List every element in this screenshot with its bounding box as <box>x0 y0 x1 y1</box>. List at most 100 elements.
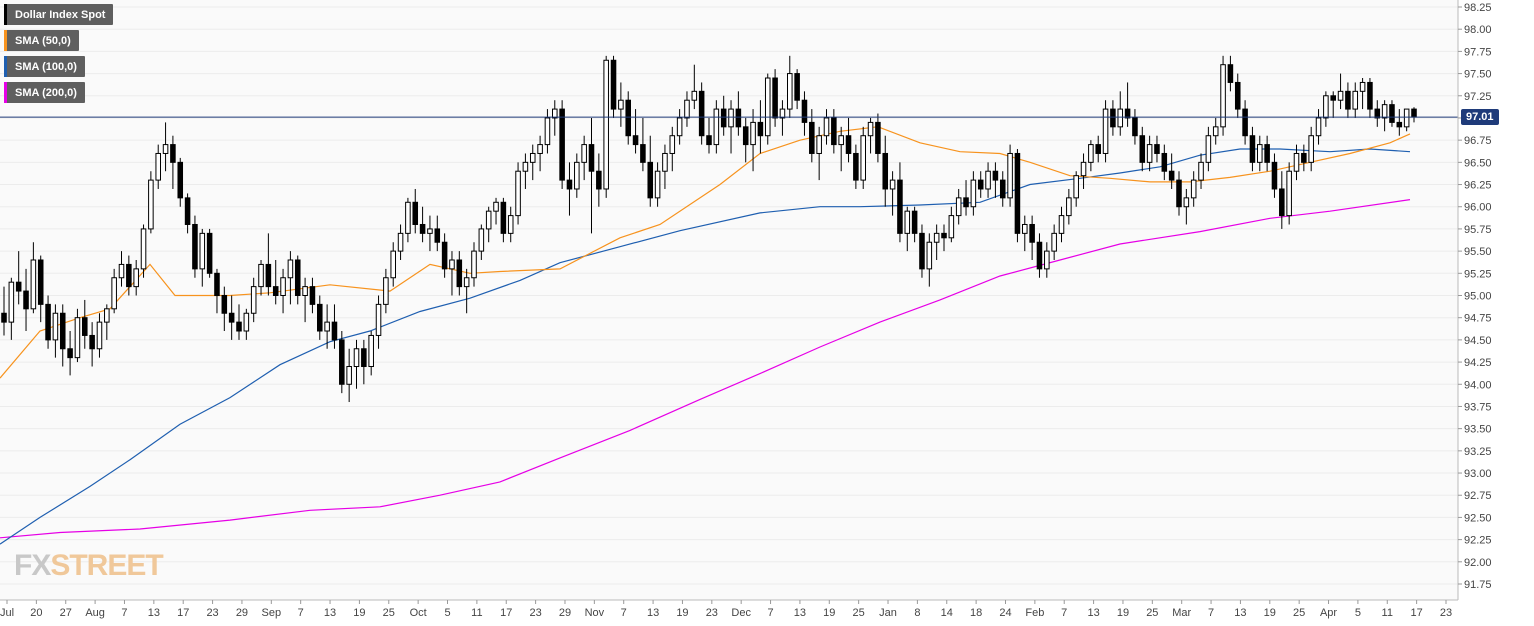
y-tick-label: 97.50 <box>1464 69 1492 81</box>
candle-body-down <box>1271 161 1278 190</box>
candle <box>221 286 228 332</box>
candle <box>809 109 815 163</box>
y-tick-label: 94.50 <box>1464 335 1492 347</box>
candle-body-down <box>706 135 712 146</box>
candle-body-up <box>118 263 125 279</box>
x-tick-label: 24 <box>999 607 1011 619</box>
x-tick-label: 7 <box>298 607 304 619</box>
candle <box>647 135 654 207</box>
x-tick-label: 20 <box>30 607 42 619</box>
candle <box>463 268 470 314</box>
candle <box>529 144 536 181</box>
candle <box>603 55 609 198</box>
candle <box>1381 100 1388 132</box>
candle-body-down <box>1301 152 1307 163</box>
candle <box>192 215 198 278</box>
candle-body-up <box>1044 250 1050 270</box>
candle-body-up <box>728 108 734 128</box>
candle <box>287 251 294 305</box>
candle <box>845 117 852 163</box>
candle <box>1095 135 1101 163</box>
candle <box>970 171 977 216</box>
candle-body-down <box>23 290 29 310</box>
x-tick-label: 19 <box>353 607 365 619</box>
candle <box>1271 153 1278 198</box>
candle-body-up <box>427 228 433 234</box>
y-tick-label: 96.00 <box>1464 202 1492 214</box>
candle <box>383 268 389 314</box>
candle <box>750 109 756 172</box>
candle-body-down <box>272 286 279 296</box>
candle <box>30 242 37 314</box>
candle-body-up <box>574 161 580 190</box>
candle-body-up <box>779 108 786 119</box>
x-tick-label: 25 <box>1146 607 1158 619</box>
candle-body-up <box>324 321 330 332</box>
candle-body-down <box>831 117 837 146</box>
candle-body-up <box>904 210 911 234</box>
candle <box>1279 171 1285 229</box>
candle-body-down <box>647 161 654 199</box>
candle <box>412 188 419 234</box>
candle-body-down <box>1389 104 1395 123</box>
plot-background <box>0 0 1458 600</box>
candle-body-up <box>654 170 661 199</box>
candle-body-down <box>1249 135 1256 163</box>
y-tick-label: 94.25 <box>1464 357 1492 369</box>
candle <box>625 91 631 145</box>
candle-body-down <box>720 108 727 128</box>
x-tick-label: 7 <box>1208 607 1214 619</box>
candle-body-up <box>1286 170 1292 217</box>
x-tick-label: 23 <box>1440 607 1452 619</box>
candle-body-down <box>794 73 800 101</box>
x-tick-label: 19 <box>676 607 688 619</box>
candle <box>1286 162 1292 225</box>
candle <box>566 162 573 216</box>
candle <box>1190 171 1197 207</box>
candle <box>1330 91 1336 118</box>
candle <box>720 95 727 136</box>
candle-body-down <box>640 144 646 163</box>
candle <box>713 100 720 154</box>
y-tick-label: 94.00 <box>1464 379 1492 391</box>
candle-body-down <box>45 303 51 341</box>
y-tick-label: 93.75 <box>1464 401 1492 413</box>
candle <box>897 162 903 243</box>
candle-body-up <box>1102 108 1109 154</box>
candle <box>214 268 220 314</box>
candle-body-up <box>375 303 382 336</box>
candle <box>177 157 184 207</box>
candle <box>640 117 646 172</box>
candle <box>1212 117 1219 145</box>
candle <box>706 117 712 154</box>
candle-body-up <box>30 259 37 310</box>
sma-200-line <box>0 199 1411 539</box>
candle-body-up <box>8 281 15 323</box>
candle <box>1014 149 1021 243</box>
x-tick-label: 5 <box>1355 607 1361 619</box>
candle <box>1242 100 1248 145</box>
legend-item-sma-200[interactable]: SMA (200,0) <box>4 82 85 103</box>
legend-swatch <box>4 56 7 77</box>
candle <box>1029 215 1035 260</box>
candle-body-up <box>199 232 206 270</box>
candle <box>676 109 683 145</box>
candle-body-up <box>552 108 558 119</box>
y-tick-label: 95.00 <box>1464 291 1492 303</box>
candle <box>963 180 969 216</box>
legend-item-sma-50[interactable]: SMA (50,0) <box>4 30 79 51</box>
candle-body-up <box>1007 152 1013 199</box>
candle-body-up <box>1257 144 1263 163</box>
candle <box>977 171 984 198</box>
candle-body-down <box>309 286 316 305</box>
candle-body-up <box>581 144 587 163</box>
candle-body-down <box>1110 108 1116 128</box>
legend-item-dollar-index[interactable]: Dollar Index Spot <box>4 4 114 25</box>
y-tick-label: 95.75 <box>1464 224 1492 236</box>
candle <box>1 286 7 336</box>
candle-body-down <box>1345 90 1351 110</box>
y-tick-label: 94.75 <box>1464 313 1492 325</box>
candles <box>1 55 1417 403</box>
legend-item-sma-100[interactable]: SMA (100,0) <box>4 56 85 77</box>
candle-body-down <box>1132 117 1138 137</box>
